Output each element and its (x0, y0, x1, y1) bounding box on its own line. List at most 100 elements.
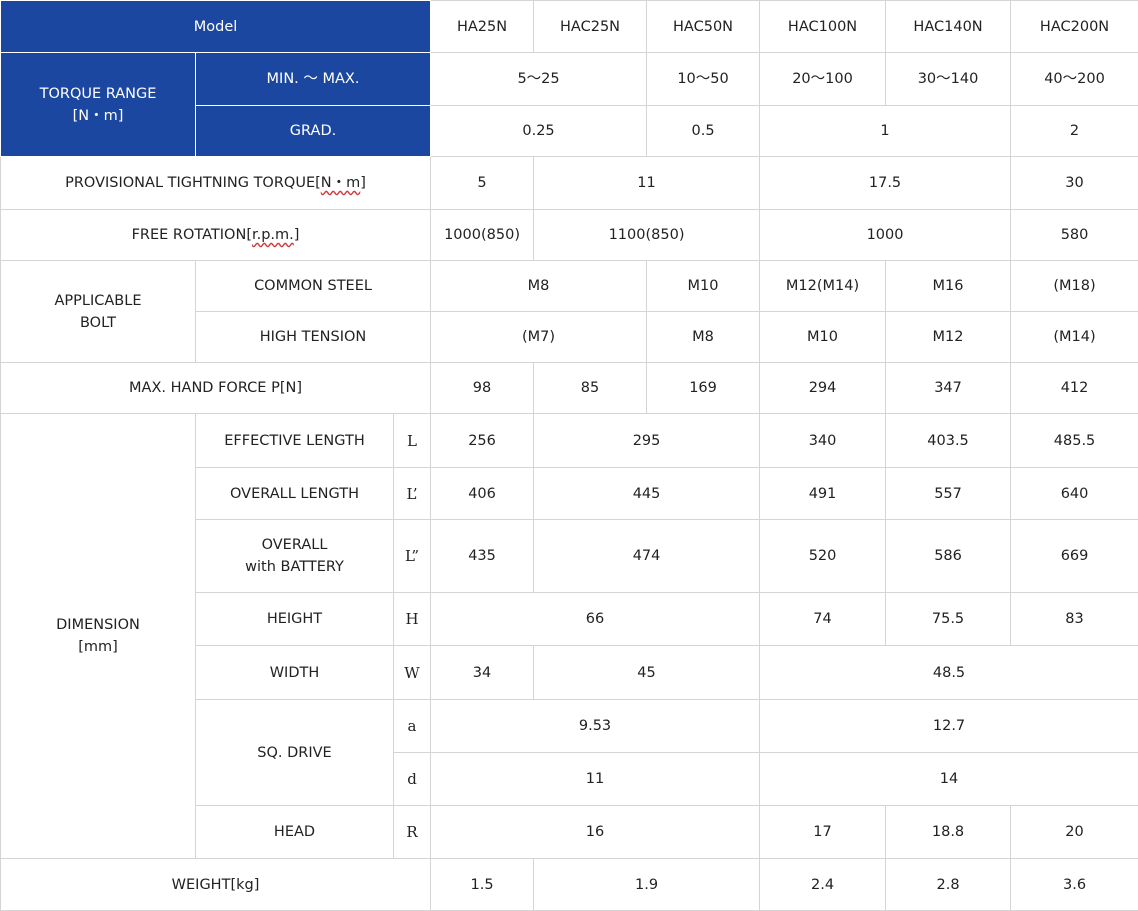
table-cell: M12 (886, 312, 1011, 363)
table-cell: 586 (886, 520, 1011, 593)
table-cell: 1000(850) (431, 210, 534, 261)
overall-battery-symbol: L” (394, 520, 431, 593)
table-cell: 5 (431, 157, 534, 210)
table-cell: 1000 (760, 210, 1011, 261)
table-cell: 9.53 (431, 700, 760, 753)
model-hac140n: HAC140N (886, 1, 1011, 53)
table-cell: 75.5 (886, 593, 1011, 646)
table-cell: 30～140 (886, 53, 1011, 106)
table-cell: 557 (886, 468, 1011, 520)
table-cell: 85 (534, 363, 647, 414)
table-cell: 17.5 (760, 157, 1011, 210)
table-cell: 403.5 (886, 414, 1011, 468)
table-cell: M16 (886, 261, 1011, 312)
provisional-torque-row: PROVISIONAL TIGHTNING TORQUE[N・m] 5 11 1… (1, 157, 1138, 210)
table-cell: 40～200 (1011, 53, 1138, 106)
table-cell: 1.9 (534, 859, 760, 911)
table-cell: 83 (1011, 593, 1138, 646)
overall-length-label: OVERALL LENGTH (196, 468, 394, 520)
applicable-bolt-label: APPLICABLE BOLT (1, 261, 196, 363)
table-cell: 640 (1011, 468, 1138, 520)
table-cell: (M7) (431, 312, 647, 363)
width-symbol: W (394, 646, 431, 700)
table-cell: 11 (431, 753, 760, 806)
table-cell: 1.5 (431, 859, 534, 911)
common-steel-label: COMMON STEEL (196, 261, 431, 312)
table-cell: 45 (534, 646, 760, 700)
table-cell: 2.8 (886, 859, 1011, 911)
table-cell: 74 (760, 593, 886, 646)
table-cell: 412 (1011, 363, 1138, 414)
table-cell: 0.25 (431, 106, 647, 157)
table-cell: 256 (431, 414, 534, 468)
table-cell: M8 (647, 312, 760, 363)
head-label: HEAD (196, 806, 394, 859)
model-header-label: Model (1, 1, 431, 53)
table-cell: 520 (760, 520, 886, 593)
table-cell: M10 (760, 312, 886, 363)
table-cell: (M18) (1011, 261, 1138, 312)
grad-label: GRAD. (196, 106, 431, 157)
table-cell: 435 (431, 520, 534, 593)
table-cell: 2.4 (760, 859, 886, 911)
table-cell: 17 (760, 806, 886, 859)
effective-length-label: EFFECTIVE LENGTH (196, 414, 394, 468)
model-hac50n: HAC50N (647, 1, 760, 53)
table-cell: 295 (534, 414, 760, 468)
table-cell: 30 (1011, 157, 1138, 210)
height-label: HEIGHT (196, 593, 394, 646)
width-label: WIDTH (196, 646, 394, 700)
table-cell: 14 (760, 753, 1138, 806)
torque-min-max-row: TORQUE RANGE [N・m] MIN. ～ MAX. 5～25 10～5… (1, 53, 1138, 106)
height-symbol: H (394, 593, 431, 646)
sq-drive-a-symbol: a (394, 700, 431, 753)
table-cell: 11 (534, 157, 760, 210)
table-cell: 347 (886, 363, 1011, 414)
table-cell: 294 (760, 363, 886, 414)
sq-drive-label: SQ. DRIVE (196, 700, 394, 806)
common-steel-row: APPLICABLE BOLT COMMON STEEL M8 M10 M12(… (1, 261, 1138, 312)
high-tension-label: HIGH TENSION (196, 312, 431, 363)
head-symbol: R (394, 806, 431, 859)
dimension-label: DIMENSION [mm] (1, 414, 196, 859)
table-cell: 20 (1011, 806, 1138, 859)
effective-length-row: DIMENSION [mm] EFFECTIVE LENGTH L 256 29… (1, 414, 1138, 468)
model-header-row: Model HA25N HAC25N HAC50N HAC100N HAC140… (1, 1, 1138, 53)
table-cell: 5～25 (431, 53, 647, 106)
table-cell: 491 (760, 468, 886, 520)
table-cell: 18.8 (886, 806, 1011, 859)
table-cell: (M14) (1011, 312, 1138, 363)
free-rotation-row: FREE ROTATION[r.p.m.] 1000(850) 1100(850… (1, 210, 1138, 261)
table-cell: 2 (1011, 106, 1138, 157)
table-cell: 1100(850) (534, 210, 760, 261)
table-cell: M8 (431, 261, 647, 312)
weight-row: WEIGHT[kg] 1.5 1.9 2.4 2.8 3.6 (1, 859, 1138, 911)
table-cell: 20～100 (760, 53, 886, 106)
model-ha25n: HA25N (431, 1, 534, 53)
table-cell: 10～50 (647, 53, 760, 106)
model-hac100n: HAC100N (760, 1, 886, 53)
table-cell: 34 (431, 646, 534, 700)
min-max-label: MIN. ～ MAX. (196, 53, 431, 106)
table-cell: 48.5 (760, 646, 1138, 700)
table-cell: 16 (431, 806, 760, 859)
table-cell: 485.5 (1011, 414, 1138, 468)
table-cell: 474 (534, 520, 760, 593)
table-cell: 406 (431, 468, 534, 520)
table-cell: 669 (1011, 520, 1138, 593)
provisional-torque-label: PROVISIONAL TIGHTNING TORQUE[N・m] (1, 157, 431, 210)
table-cell: 580 (1011, 210, 1138, 261)
table-cell: 3.6 (1011, 859, 1138, 911)
table-cell: 0.5 (647, 106, 760, 157)
sq-drive-d-symbol: d (394, 753, 431, 806)
free-rotation-label: FREE ROTATION[r.p.m.] (1, 210, 431, 261)
table-cell: 1 (760, 106, 1011, 157)
overall-length-symbol: L’ (394, 468, 431, 520)
weight-label: WEIGHT[kg] (1, 859, 431, 911)
table-cell: 98 (431, 363, 534, 414)
torque-range-label: TORQUE RANGE [N・m] (1, 53, 196, 157)
table-cell: 340 (760, 414, 886, 468)
table-cell: 169 (647, 363, 760, 414)
table-cell: M12(M14) (760, 261, 886, 312)
